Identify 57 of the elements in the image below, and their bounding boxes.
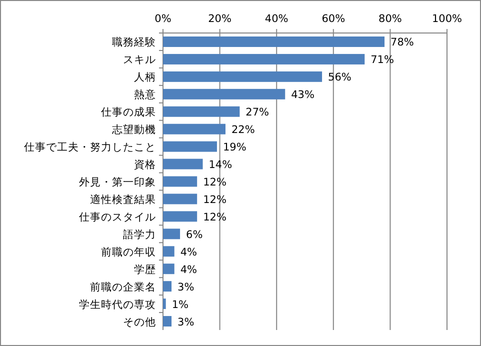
y-tick-label: 学生時代の専攻 [79,298,156,311]
data-label: 56% [328,72,352,84]
x-tick-label: 60% [322,13,346,25]
y-tick-label: 仕事のスタイル [79,210,156,224]
bar [163,194,198,204]
x-tick-label: 80% [378,13,402,25]
bar [163,88,286,100]
bar [163,106,240,117]
data-label: 78% [390,36,414,49]
bar [163,228,180,240]
bar [163,316,172,327]
bar [163,141,217,152]
bar [163,36,385,47]
x-tick-label: 0% [154,13,172,25]
y-tick-label: 人柄 [134,72,156,84]
y-tick-label: 前職の企業名 [90,280,156,294]
y-tick-label: 資格 [134,159,156,172]
y-tick-label: 熱意 [134,88,156,102]
data-label: 43% [291,89,314,102]
bar [163,158,203,170]
data-label: 6% [186,228,203,241]
data-label: 12% [203,211,226,224]
bar [163,246,174,257]
bar [163,71,322,82]
y-tick-label: 仕事で工夫・努力したこと [24,140,156,154]
data-label: 1% [172,298,189,311]
bar [163,298,166,310]
data-label: 3% [178,281,194,294]
y-tick-label: 外見・第一印象 [79,176,156,188]
data-label: 19% [222,142,246,154]
data-label: 3% [178,316,194,328]
y-tick-label: 語学力 [123,228,156,241]
y-tick-label: 学歴 [134,264,156,276]
x-tick-label: 40% [264,13,288,25]
y-tick-label: 適性検査結果 [90,192,156,206]
bar [163,211,198,222]
bar [163,264,174,274]
x-tick-label: 100% [432,13,462,25]
bar [163,281,172,292]
y-tick-label: 志望動機 [112,123,156,136]
data-label: 4% [180,246,198,258]
bar [163,176,198,187]
y-tick-label: 仕事の成果 [101,106,156,119]
data-label: 14% [208,159,232,172]
data-label: 71% [370,54,394,66]
bar [163,124,226,134]
y-tick-label: 職務経験 [112,36,156,49]
data-label: 12% [203,194,226,206]
data-label: 4% [180,264,198,276]
bar [163,54,365,64]
y-tick-label: スキル [123,54,156,66]
data-label: 22% [231,124,255,136]
data-label: 12% [203,176,226,188]
y-tick-label: 前職の年収 [101,245,156,258]
x-tick-label: 20% [208,13,232,25]
data-label: 27% [246,106,270,119]
y-tick-label: その他 [123,316,156,328]
